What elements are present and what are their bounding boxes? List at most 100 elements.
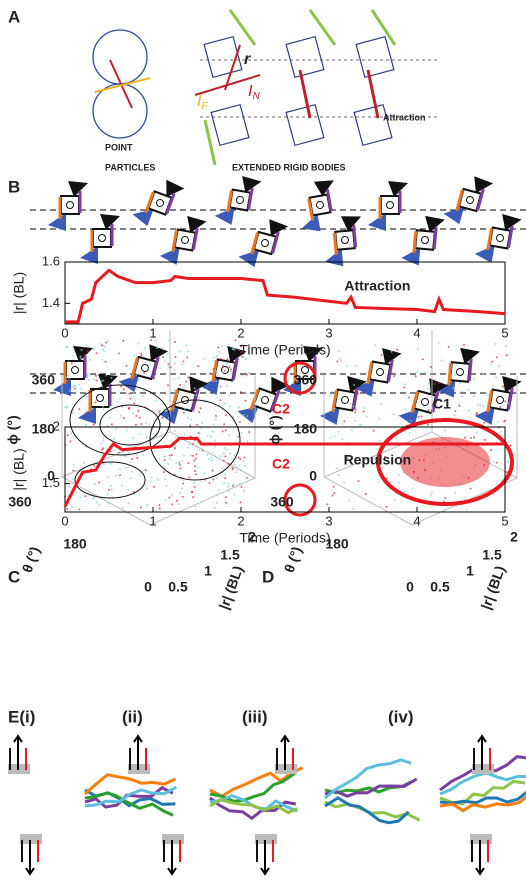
point [67, 374, 69, 376]
panel-label: E(i) [8, 707, 35, 726]
point [417, 348, 419, 350]
point [67, 434, 69, 436]
point [473, 395, 475, 397]
x-tick-label: 5 [501, 325, 508, 340]
robot [401, 214, 445, 267]
point [146, 504, 148, 506]
phi-tick-label: 360 [32, 372, 56, 388]
point [194, 486, 196, 488]
point [378, 481, 380, 483]
point [219, 399, 221, 401]
point [456, 364, 458, 366]
point [89, 373, 91, 375]
point [206, 454, 208, 456]
panel-label: C [8, 567, 20, 586]
point [113, 438, 115, 440]
point [114, 449, 116, 451]
annotation: Attraction [383, 112, 426, 122]
point [244, 465, 246, 467]
caption: EXTENDED RIGID BODIES [232, 162, 346, 172]
point [214, 446, 216, 448]
point [123, 388, 125, 390]
point [216, 477, 218, 479]
point [227, 344, 229, 346]
point [229, 394, 231, 396]
arm [354, 225, 356, 247]
point [215, 415, 217, 417]
body [381, 196, 399, 214]
point [461, 391, 463, 393]
point [167, 366, 169, 368]
x-tick-label: 1 [149, 513, 156, 528]
arm [449, 363, 451, 385]
point [174, 341, 176, 343]
point [488, 394, 490, 396]
point [130, 477, 132, 479]
point [218, 489, 220, 491]
point [240, 391, 242, 393]
point [338, 431, 340, 433]
point [454, 374, 456, 376]
point [355, 390, 357, 392]
point [226, 359, 228, 361]
point [330, 395, 332, 397]
point [133, 396, 135, 398]
point [198, 432, 200, 434]
point [484, 439, 486, 441]
fin [68, 181, 88, 197]
point [142, 395, 144, 397]
point [196, 467, 198, 469]
arm [488, 228, 492, 250]
direction-arrow [261, 840, 269, 874]
point [102, 439, 104, 441]
point [415, 375, 417, 377]
robot [130, 173, 185, 234]
point [357, 392, 359, 394]
point [224, 370, 226, 372]
point [331, 494, 333, 496]
point [212, 478, 214, 480]
x-tick-label: 2 [237, 325, 244, 340]
point [72, 470, 74, 472]
point [385, 506, 387, 508]
robot [78, 374, 118, 424]
point [123, 417, 125, 419]
point [144, 347, 146, 349]
point [482, 373, 484, 375]
point [132, 437, 134, 439]
point [343, 420, 345, 422]
point [145, 361, 147, 363]
point [411, 488, 413, 490]
point [409, 432, 411, 434]
phi-axis-label: ϕ (°) [5, 415, 21, 444]
point [80, 388, 82, 390]
point [102, 359, 104, 361]
y-tick-label: 1.4 [42, 295, 60, 310]
point [111, 423, 113, 425]
point [193, 482, 195, 484]
point [338, 350, 340, 352]
vector-label: r [244, 51, 251, 68]
point [245, 358, 247, 360]
point [222, 365, 224, 367]
point [464, 437, 466, 439]
point [195, 453, 197, 455]
figure: A B C D r IF IN POINT PARTICLES EXTENDED… [0, 0, 526, 888]
point [83, 462, 85, 464]
point [243, 414, 245, 416]
point [177, 377, 179, 379]
point [505, 345, 507, 347]
point [96, 352, 98, 354]
point [108, 502, 110, 504]
point [492, 385, 494, 387]
point [69, 440, 71, 442]
point [163, 471, 165, 473]
point [244, 400, 246, 402]
r-tick-label: 0 [144, 579, 152, 595]
point [246, 415, 248, 417]
point [122, 507, 124, 509]
robot [319, 373, 367, 429]
point [220, 386, 222, 388]
phi-tick-label: 360 [294, 372, 318, 388]
point [381, 354, 383, 356]
